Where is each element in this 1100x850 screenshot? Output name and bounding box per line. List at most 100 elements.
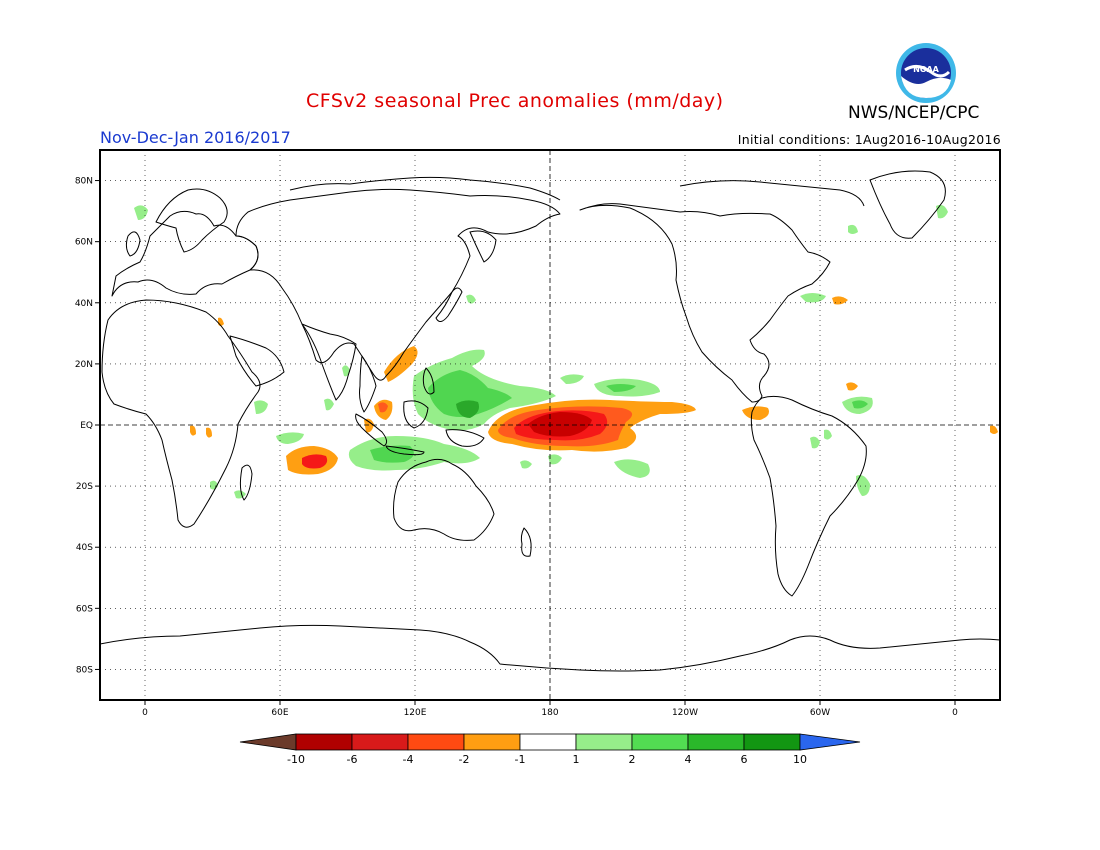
map-title: CFSv2 seasonal Prec anomalies (mm/day)	[306, 90, 724, 112]
coastline-scandinavia	[155, 188, 228, 253]
latitude-label: 40S	[76, 543, 93, 553]
coastline-britain	[125, 231, 141, 257]
colorbar-swatch	[295, 733, 353, 751]
coastline-north-america	[579, 203, 831, 403]
noaa-logo: NOAA	[896, 43, 956, 103]
dry-anomaly-atlantic	[990, 425, 998, 434]
noaa-logo-text: NOAA	[913, 65, 939, 74]
colorbar-swatch	[519, 733, 577, 751]
latitude-label: 40N	[75, 299, 93, 309]
colorbar-label: -1	[515, 753, 526, 766]
colorbar-label: 1	[573, 753, 580, 766]
latitude-label: 20S	[76, 482, 93, 492]
longitude-label: 60E	[271, 708, 288, 718]
dry-anomaly-indian-ocean	[302, 454, 328, 469]
dry-anomaly-africa	[190, 425, 196, 436]
wet-anomaly-north	[848, 224, 858, 234]
wet-anomaly-west-pacific	[456, 400, 479, 418]
wet-anomaly-north-atlantic	[800, 293, 826, 303]
latitude-labels: 80N 60N 40N 20N EQ 20S 40S 60S 80S	[75, 177, 100, 675]
coastline-asia	[235, 188, 561, 381]
dry-anomaly-south-china-sea	[378, 402, 388, 413]
colorbar-high-arrow	[799, 733, 861, 751]
wet-anomaly-south-pacific	[614, 459, 650, 478]
colorbar-label: -2	[459, 753, 470, 766]
dry-anomaly-atlantic	[846, 382, 858, 391]
colorbar-label: 10	[793, 753, 807, 766]
coastline-indochina	[359, 355, 377, 413]
coastline-borneo	[403, 400, 429, 429]
latitude-label: 80S	[76, 665, 93, 675]
coastline-japan	[435, 287, 463, 322]
colorbar-label: 2	[629, 753, 636, 766]
coastline-philippines	[422, 367, 435, 395]
wet-anomaly-north	[936, 204, 948, 219]
longitude-label: 60W	[810, 708, 830, 718]
agency-label: NWS/NCEP/CPC	[848, 103, 980, 123]
wet-anomaly-africa	[234, 490, 246, 499]
wet-anomaly-west-pacific	[428, 370, 512, 417]
anomaly-shading	[134, 204, 998, 499]
latitude-label: 60S	[76, 604, 93, 614]
colorbar-swatch	[575, 733, 633, 751]
coastline-africa	[101, 299, 261, 528]
longitude-label: 0	[952, 708, 958, 718]
longitude-label: 120E	[404, 708, 427, 718]
coastline-new-guinea	[445, 429, 485, 447]
gridlines	[100, 150, 1000, 700]
latitude-label: 60N	[75, 238, 93, 248]
colorbar-label: -6	[347, 753, 358, 766]
wet-anomaly-south-pacific	[520, 460, 532, 469]
longitude-label: 0	[142, 708, 148, 718]
wet-anomaly-north	[134, 205, 148, 220]
latitude-label: EQ	[80, 421, 93, 431]
wet-anomaly-indian	[276, 432, 304, 444]
longitude-label: 120W	[672, 708, 698, 718]
colorbar-label: 6	[741, 753, 748, 766]
wet-anomaly-indian	[342, 365, 350, 377]
wet-anomaly-south-america	[824, 429, 832, 440]
coastlines	[100, 170, 1000, 672]
colorbar-label: 4	[685, 753, 692, 766]
coastline-india	[301, 323, 357, 401]
colorbar-label: -10	[287, 753, 305, 766]
colorbar-swatch	[687, 733, 745, 751]
coastline-sumatra	[355, 413, 388, 447]
coastline-antarctica	[100, 624, 1000, 672]
latitude-label: 80N	[75, 177, 93, 187]
colorbar-swatch	[351, 733, 409, 751]
coastline-south-america	[750, 395, 867, 597]
colorbar-swatch	[407, 733, 465, 751]
colorbar-swatch	[743, 733, 801, 751]
dry-anomaly-south-china-sea	[364, 418, 374, 433]
coastline-new-zealand	[520, 527, 532, 557]
season-label: Nov-Dec-Jan 2016/2017	[100, 128, 291, 147]
colorbar-label: -4	[403, 753, 414, 766]
colorbar-swatch	[463, 733, 521, 751]
latitude-label: 20N	[75, 360, 93, 370]
longitude-labels: 0 60E 120E 180 120W 60W 0	[142, 700, 958, 718]
colorbar-low-arrow	[239, 733, 297, 751]
wet-anomaly-indian	[254, 400, 268, 414]
dry-anomaly-atlantic	[832, 296, 848, 305]
wet-anomaly-indian	[324, 398, 334, 411]
coastline-madagascar	[239, 464, 253, 501]
wet-anomaly-maritime	[370, 445, 414, 463]
wet-anomaly-pacific	[560, 374, 584, 384]
dry-anomaly-south-america	[742, 406, 769, 420]
coastline-kamchatka	[469, 230, 497, 263]
coastline-arctic-islands	[679, 180, 865, 207]
coastline-arabia	[229, 335, 285, 387]
wet-anomaly-pacific	[606, 384, 636, 392]
coastline-australia	[393, 458, 495, 541]
coastline-java	[385, 445, 425, 456]
wet-anomaly-south-america	[856, 475, 870, 496]
dry-anomaly-central-pacific	[528, 412, 592, 437]
initial-conditions-label: Initial conditions: 1Aug2016-10Aug2016	[737, 132, 1001, 147]
longitude-label: 180	[541, 708, 558, 718]
wet-anomaly-south-pacific	[548, 454, 562, 465]
dry-anomaly-africa	[206, 427, 212, 438]
colorbar-swatch	[631, 733, 689, 751]
